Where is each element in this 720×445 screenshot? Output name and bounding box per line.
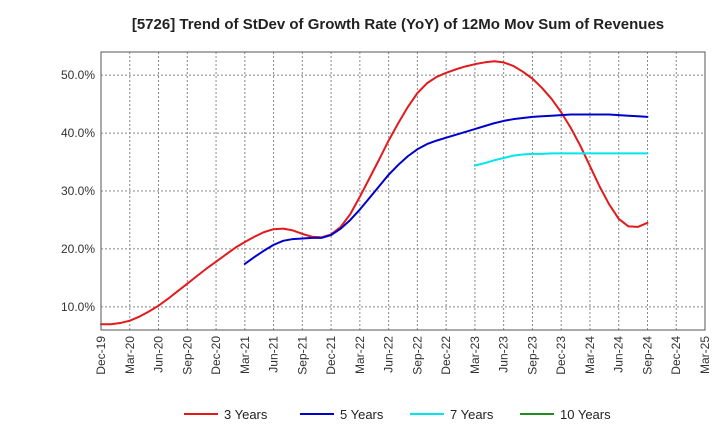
x-tick-label: Sep-23: [525, 336, 539, 375]
x-tick-label: Dec-22: [439, 336, 453, 375]
x-tick-label: Mar-23: [468, 336, 482, 374]
legend-label: 3 Years: [224, 407, 268, 422]
y-axis: 10.0% 20.0% 30.0% 40.0% 50.0%: [61, 68, 95, 314]
x-tick-label: Sep-24: [640, 336, 654, 375]
x-tick-label: Sep-21: [295, 336, 309, 375]
x-tick-label: Jun-21: [267, 336, 281, 373]
x-tick-label: Dec-21: [324, 336, 338, 375]
x-tick-label: Dec-24: [669, 336, 683, 375]
y-tick-label: 40.0%: [61, 126, 95, 140]
x-tick-label: Mar-24: [583, 336, 597, 374]
x-tick-label: Dec-20: [209, 336, 223, 375]
x-axis: Dec-19 Mar-20 Jun-20 Sep-20 Dec-20 Mar-21 Jun-…: [94, 336, 712, 375]
series-line-5-years: [243, 113, 649, 265]
y-tick-label: 20.0%: [61, 242, 95, 256]
grid: [100, 52, 706, 330]
series-lines: [100, 60, 649, 326]
x-tick-label: Sep-20: [180, 336, 194, 375]
legend-label: 5 Years: [340, 407, 384, 422]
x-tick-label: Mar-25: [698, 336, 712, 374]
legend-label: 7 Years: [450, 407, 494, 422]
y-tick-label: 10.0%: [61, 300, 95, 314]
chart-title: [5726] Trend of StDev of Growth Rate (Yo…: [132, 16, 664, 33]
y-tick-label: 30.0%: [61, 184, 95, 198]
x-tick-label: Sep-22: [410, 336, 424, 375]
legend: 3 Years 5 Years 7 Years 10 Years: [184, 407, 611, 422]
legend-label: 10 Years: [560, 407, 611, 422]
x-tick-label: Jun-20: [152, 336, 166, 373]
x-tick-label: Jun-22: [382, 336, 396, 373]
x-tick-label: Mar-22: [353, 336, 367, 374]
series-line-3-years: [100, 60, 649, 326]
series-line-7-years: [473, 152, 649, 167]
x-tick-label: Mar-21: [238, 336, 252, 374]
x-tick-label: Dec-23: [554, 336, 568, 375]
x-tick-label: Mar-20: [123, 336, 137, 374]
y-tick-label: 50.0%: [61, 68, 95, 82]
x-tick-label: Dec-19: [94, 336, 108, 375]
plot-area-frame: [100, 51, 706, 331]
x-tick-label: Jun-24: [612, 336, 626, 373]
x-tick-label: Jun-23: [497, 336, 511, 373]
